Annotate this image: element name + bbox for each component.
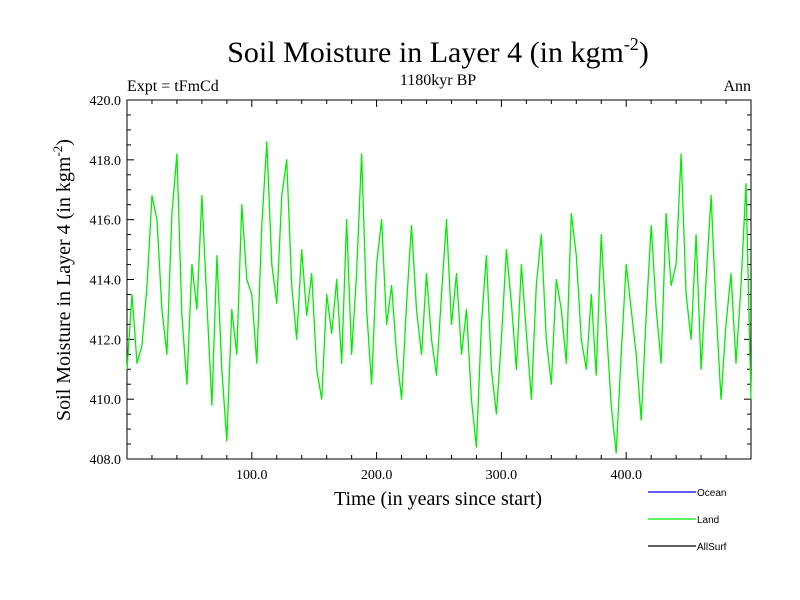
y-tick-label: 408.0 <box>90 453 122 468</box>
chart: Soil Moisture in Layer 4 (in kgm-2) Expt… <box>0 0 800 600</box>
chart-title: Soil Moisture in Layer 4 (in kgm-2) <box>227 34 649 69</box>
x-axis-ticks: 100.0 200.0 300.0 400.0 <box>152 100 726 483</box>
legend-label-land: Land <box>697 515 719 526</box>
legend-label-allsurf: AllSurf <box>697 542 727 553</box>
series-group <box>127 142 751 453</box>
y-tick-label: 414.0 <box>90 274 122 289</box>
y-tick-label: 410.0 <box>90 393 122 408</box>
x-axis-label: Time (in years since start) <box>334 488 542 510</box>
y-tick-label: 418.0 <box>90 154 122 169</box>
season-label: Ann <box>723 78 751 95</box>
plot-frame <box>127 100 751 459</box>
x-tick-label: 100.0 <box>236 468 268 483</box>
experiment-label: Expt = tFmCd <box>127 78 219 95</box>
land-series-line <box>127 142 751 453</box>
x-tick-label: 300.0 <box>486 468 518 483</box>
legend-label-ocean: Ocean <box>697 488 726 499</box>
y-axis-label: Soil Moisture in Layer 4 (in kgm-2) <box>50 139 75 421</box>
x-tick-label: 200.0 <box>361 468 393 483</box>
y-tick-label: 420.0 <box>90 94 122 109</box>
y-tick-label: 416.0 <box>90 214 122 229</box>
y-tick-label: 412.0 <box>90 333 122 348</box>
legend: Ocean Land AllSurf <box>648 488 727 553</box>
y-axis-ticks: 408.0 410.0 412.0 414.0 416.0 418.0 420.0 <box>90 94 752 468</box>
period-label: 1180kyr BP <box>400 72 476 89</box>
x-tick-label: 400.0 <box>610 468 642 483</box>
